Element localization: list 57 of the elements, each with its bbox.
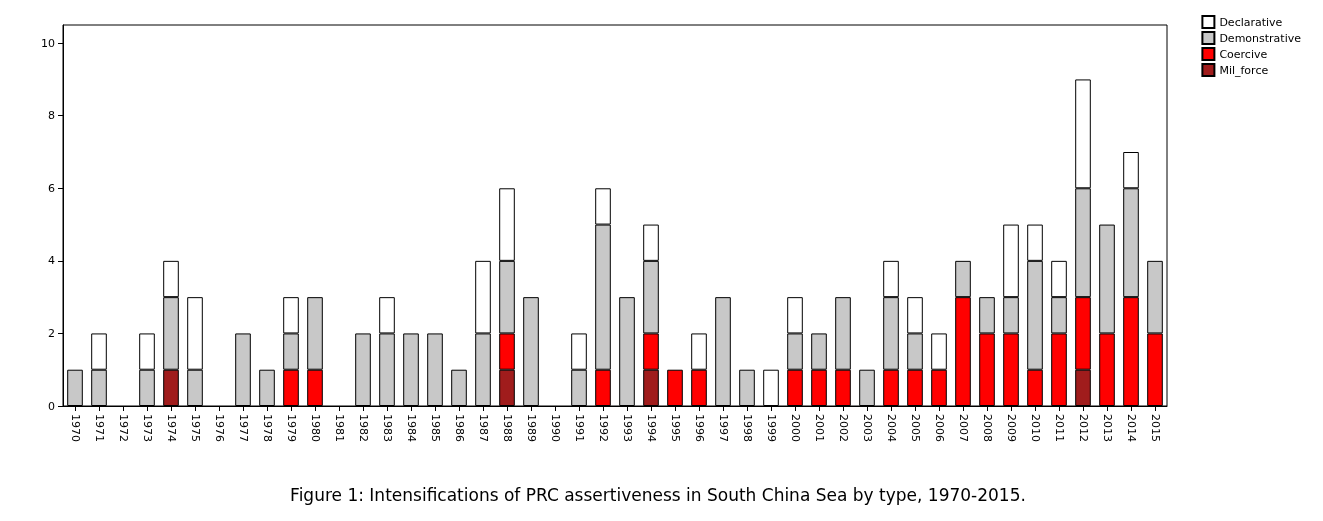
x-tick-label: 1991: [572, 414, 586, 442]
y-tick-label: 6: [48, 181, 55, 195]
x-tick-label: 2001: [812, 414, 826, 442]
x-tick-label: 2006: [932, 414, 946, 442]
x-tick-label: 1998: [740, 414, 754, 442]
x-tick-label: 1999: [764, 414, 778, 442]
x-tick-label: 2014: [1124, 414, 1138, 442]
x-tick-label: 1975: [188, 414, 202, 442]
x-tick-label: 2005: [908, 414, 922, 442]
legend-label: Mil_force: [1219, 63, 1269, 77]
x-tick-label: 1973: [140, 414, 154, 442]
x-tick-label: 1997: [716, 414, 730, 442]
x-tick-label: 1993: [620, 414, 634, 442]
x-tick-label: 1988: [500, 414, 514, 442]
x-tick-label: 2010: [1028, 414, 1042, 442]
x-tick-label: 2015: [1148, 414, 1162, 442]
x-tick-label: 2012: [1076, 414, 1090, 442]
x-tick-label: 1982: [356, 414, 370, 442]
x-tick-label: 2007: [956, 414, 970, 442]
y-tick-label: 8: [48, 109, 55, 123]
x-tick-label: 2003: [860, 414, 874, 442]
x-tick-label: 2008: [980, 414, 994, 442]
x-tick-label: 1977: [236, 414, 250, 442]
y-tick-label: 4: [48, 254, 55, 268]
x-tick-label: 1995: [668, 414, 682, 442]
y-tick-label: 10: [41, 36, 55, 50]
x-tick-label: 1976: [212, 414, 226, 442]
y-tick-label: 0: [48, 399, 55, 413]
x-tick-label: 2000: [788, 414, 802, 442]
legend-label: Demonstrative: [1219, 31, 1302, 45]
x-tick-label: 1987: [476, 414, 490, 442]
x-tick-label: 1985: [428, 414, 442, 442]
x-tick-label: 1979: [284, 414, 298, 442]
legend-label: Declarative: [1219, 15, 1283, 29]
x-tick-label: 2002: [836, 414, 850, 442]
x-tick-label: 1994: [644, 414, 658, 442]
x-tick-label: 1986: [452, 414, 466, 442]
x-tick-label: 1970: [68, 414, 82, 442]
x-tick-label: 2009: [1004, 414, 1018, 442]
x-tick-label: 1971: [92, 414, 106, 442]
caption: Figure 1: Intensifications of PRC assertiveness in South China Sea by type, 1970-2015.: [290, 484, 1026, 505]
x-tick-label: 1983: [380, 414, 394, 442]
x-tick-label: 2011: [1052, 414, 1066, 442]
x-tick-label: 1984: [404, 414, 418, 442]
x-tick-label: 1981: [332, 414, 346, 442]
x-tick-label: 1992: [596, 414, 610, 442]
x-tick-label: 1996: [692, 414, 706, 442]
x-tick-label: 1972: [116, 414, 130, 442]
x-tick-label: 1978: [260, 414, 274, 442]
x-tick-label: 1980: [308, 414, 322, 442]
x-tick-label: 1974: [164, 414, 178, 442]
x-tick-label: 2013: [1100, 414, 1114, 442]
x-tick-label: 1989: [524, 414, 538, 442]
legend-label: Coercive: [1219, 47, 1268, 61]
y-tick-label: 2: [48, 326, 55, 340]
x-tick-label: 2004: [884, 414, 898, 442]
x-tick-label: 1990: [548, 414, 562, 442]
